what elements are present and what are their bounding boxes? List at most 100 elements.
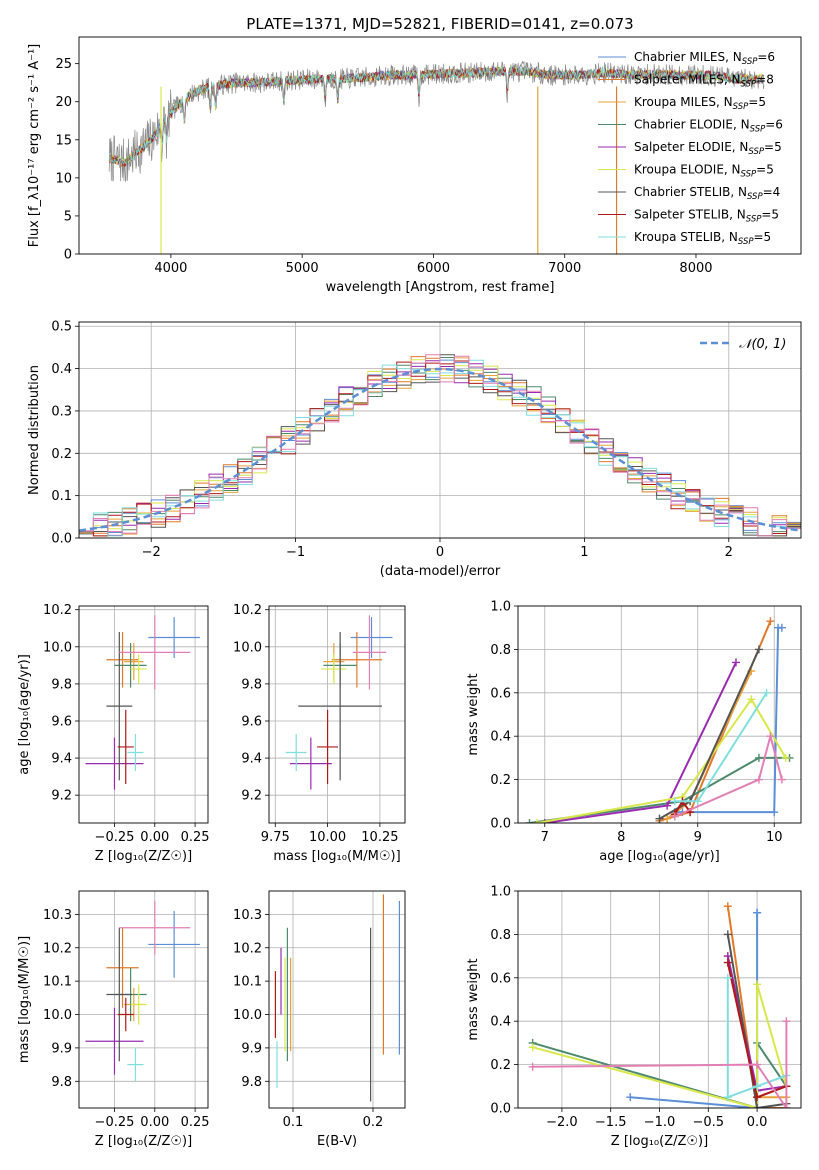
axes-frame [517,890,802,1109]
weight-marker-pink [528,1062,537,1071]
axes-frame [268,890,406,1109]
x-tick-label: 0 [436,545,444,560]
y-tick-label: 9.4 [241,752,262,767]
y-tick-label: 25 [55,57,72,72]
residuals-panel: −2 −1 0 1 2 0.0 0.1 0.2 0.3 0.4 0.5 (data-model)/er… [27,320,802,579]
legend-label: Kroupa MILES, NSSP=5 [634,95,766,112]
weight-line-chabrier_stelib [726,934,787,1108]
axes-frame [78,36,802,255]
age_vs_Z-panel: −0.25 0.00 0.25 9.2 9.4 9.6 9.8 10.0 10.2 Z [log₁… [17,603,210,864]
y-tick-label: 1.0 [490,885,511,900]
y-tick-label: 0.2 [51,447,72,462]
weight-marker-chabrier_stelib [655,814,664,823]
legend-label-normal: 𝒩(0, 1) [739,337,786,352]
legend-label: Salpeter ELODIE, NSSP=5 [634,140,782,157]
y-tick-label: 10.2 [43,941,72,956]
x-tick-label: 0.25 [181,830,210,845]
y-tick-label: 9.6 [241,714,262,729]
y-tick-label: 9.8 [51,677,72,692]
weight-marker-kroupa_elodie [753,980,762,989]
weight-marker-pink [753,1060,762,1069]
weight-marker-chabrier_elodie [525,819,534,823]
mass_vs_Z-panel: −0.25 0.00 0.25 9.8 9.9 10.0 10.1 10.2 10.3 Z [lo… [17,890,210,1149]
legend-label: Chabrier ELODIE, NSSP=6 [634,118,783,135]
x-tick-label: 8 [617,830,625,845]
weight-marker-pink [782,1104,791,1108]
y-tick-label: 9.9 [51,1041,72,1056]
x-tick-label: 8000 [679,261,712,276]
x-tick-label: 10 [766,830,783,845]
y-tick-label: 0.2 [490,773,511,788]
weight-line-pink [674,732,783,818]
weight-marker-kroupa_stelib [693,797,702,806]
y-tick-label: 10.1 [43,975,72,990]
x-tick-label: 0.0 [747,1115,768,1130]
axes-frame [78,890,209,1109]
weight-marker-chabrier_miles [777,623,786,632]
x-tick-label: 0.00 [140,1115,169,1130]
y-tick-label: 1.0 [490,600,511,615]
plot-area [85,615,200,790]
x-axis-label: age [log₁₀(age/yr)] [599,849,720,864]
weight-marker-kroupa_elodie [533,819,542,823]
x-tick-label: 1 [580,545,588,560]
weight-marker-chabrier_miles [770,808,779,817]
y-tick-label: 10 [55,171,72,186]
x-tick-label: −0.25 [95,830,135,845]
y-tick-label: 0.6 [490,686,511,701]
x-axis-label: mass [log₁₀(M/M☉)] [273,849,400,864]
y-tick-label: 10.0 [43,640,72,655]
weight-marker-kroupa_stelib [762,688,771,697]
y-axis-label: mass weight [466,958,481,1040]
weight-marker-chabrier_miles [626,1093,635,1102]
weight-marker-chabrier_stelib [753,1104,762,1108]
mass_weight_vs_age-panel: 7 8 9 10 0.0 0.2 0.4 0.6 0.8 1.0 age [log₁₀(age/yr… [466,600,802,864]
y-tick-label: 10.2 [233,603,262,618]
x-axis-label: (data-model)/error [380,564,501,579]
x-axis-label: Z [log₁₀(Z/Z☉)] [611,1134,708,1149]
x-tick-label: −0.5 [693,1115,725,1130]
y-tick-label: 0.8 [490,643,511,658]
weight-marker-kroupa_miles [663,814,672,823]
chart-layer: 4000 5000 6000 7000 80000510152025wavelength… [17,36,802,1149]
y-tick-label: 9.8 [51,1075,72,1090]
axes-frame [78,605,209,824]
histogram-step-pink [79,354,801,538]
y-tick-label: 9.4 [51,752,72,767]
mass_vs_ebv-panel: 0.1 0.2 9.8 9.9 10.0 10.1 10.2 10.3 E(B-V) [233,890,406,1149]
weight-marker-salpeter_elodie [663,801,672,810]
weight-marker-pink [670,812,679,821]
weight-line-kroupa_stelib [726,977,787,1099]
x-tick-label: −1 [286,545,305,560]
y-tick-label: 9.2 [241,789,262,804]
x-tick-label: 0.25 [181,1115,210,1130]
legend-label: Salpeter STELIB, NSSP=5 [634,208,779,225]
x-tick-label: −2.0 [546,1115,578,1130]
y-tick-label: 10.0 [233,1008,262,1023]
y-tick-label: 0.0 [490,1102,511,1117]
spectrum-model-line-kroupa_stelib [108,66,765,166]
y-tick-label: 10.0 [43,1008,72,1023]
figure-title: PLATE=1371, MJD=52821, FIBERID=0141, z=0… [246,15,633,33]
weight-marker-kroupa_stelib [723,1093,732,1102]
mass_weight_vs_Z-panel: −2.0 −1.5 −1.0 −0.5 0.0 0.0 0.2 0.4 0.6 0.8 1.0 Z [… [466,885,802,1149]
plot-area [274,894,400,1102]
y-tick-label: 15 [55,133,72,148]
x-axis-label: Z [log₁₀(Z/Z☉)] [95,1134,192,1149]
weight-line-salpeter_miles [726,906,787,1108]
weight-marker-salpeter_stelib [753,1093,762,1102]
y-tick-label: 0.0 [490,817,511,832]
weight-marker-salpeter_stelib [723,958,732,967]
x-axis-label: E(B-V) [317,1134,357,1149]
weight-marker-chabrier_stelib [723,930,732,939]
weight-marker-salpeter_elodie [731,658,740,667]
x-tick-label: 9.75 [261,830,290,845]
weight-line-chabrier_elodie [529,756,790,823]
y-axis-label: Normed distribution [27,365,42,495]
weight-marker-chabrier_elodie [754,753,763,762]
x-axis-label: Z [log₁₀(Z/Z☉)] [95,849,192,864]
weight-marker-salpeter_elodie [540,819,549,823]
weight-marker-pink [766,732,775,741]
